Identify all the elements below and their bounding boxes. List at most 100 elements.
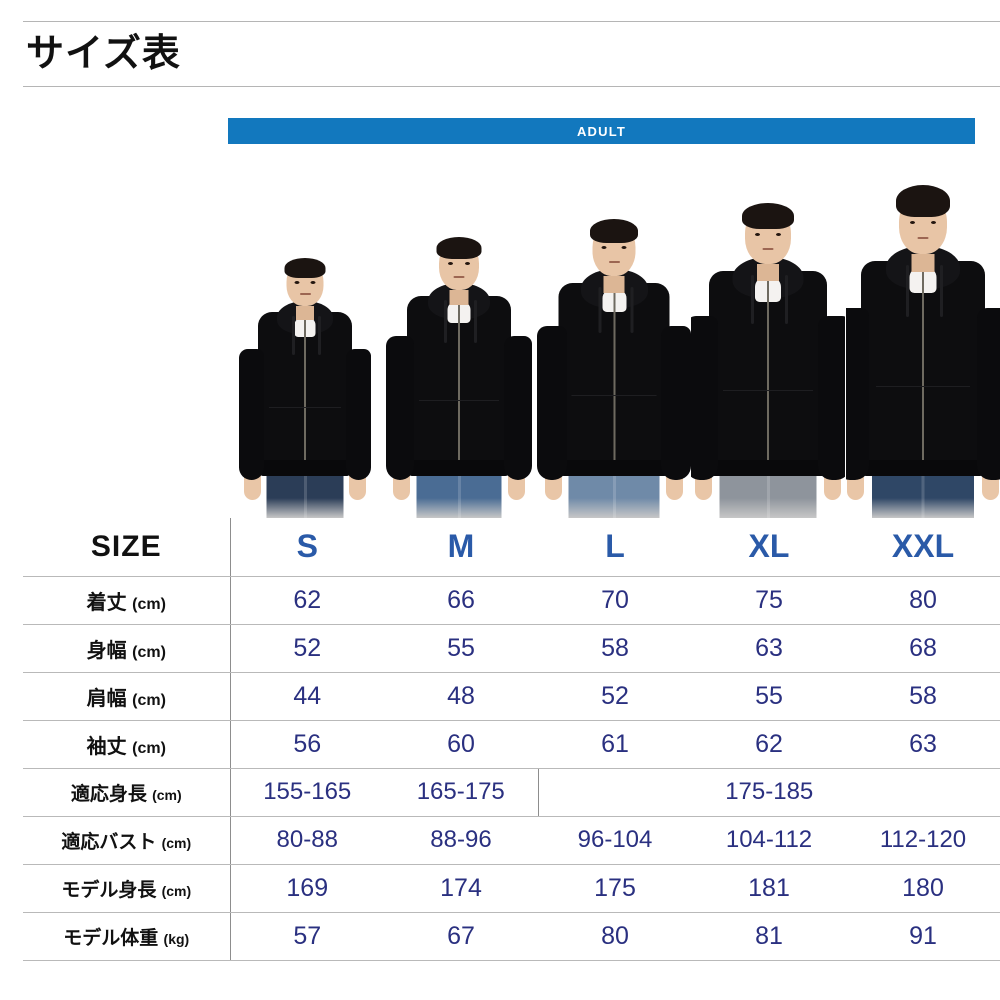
model-figure-xl — [691, 160, 845, 518]
model-jeans — [719, 468, 817, 518]
model-jeans — [416, 468, 502, 518]
model-hair — [436, 237, 482, 259]
model-eye-right — [621, 246, 627, 249]
cell-value: 155-165 — [230, 768, 384, 817]
hoodie-hem-band — [861, 460, 985, 476]
model-hoodie — [258, 301, 352, 476]
cell-value: 175 — [538, 864, 692, 913]
hoodie-pocket — [571, 394, 657, 445]
model-neck — [757, 264, 779, 281]
hoodie-sleeve-right — [661, 326, 691, 480]
cell-value: 67 — [384, 912, 538, 961]
row-label-unit: (cm) — [132, 643, 166, 661]
model-jeans — [266, 468, 344, 518]
hoodie-drawstring — [598, 287, 601, 333]
hoodie-zipper — [767, 277, 769, 472]
cell-value: 52 — [538, 672, 692, 721]
row-label: モデル体重 (kg) — [23, 912, 231, 961]
cell-value: 91 — [846, 912, 1000, 961]
row-label: 袖丈 (cm) — [23, 720, 231, 769]
cell-value: 66 — [384, 576, 538, 625]
row-label-text: 肩幅 — [86, 687, 133, 710]
model-figure-xxl — [846, 160, 1000, 518]
table-row: 適応身長 (cm) 155-165 165-175 175-185 — [23, 768, 1000, 817]
cell-value: 68 — [846, 624, 1000, 673]
model-jeans — [872, 468, 974, 518]
hoodie-pocket — [875, 385, 971, 442]
model-mouth — [299, 293, 311, 295]
hoodie-sleeve-right — [818, 316, 845, 480]
model-hair — [742, 203, 794, 229]
table-row: 袖丈 (cm) 56 60 61 62 63 — [23, 720, 1000, 769]
hoodie-sleeve-left — [386, 336, 414, 480]
column-header-s: S — [230, 518, 384, 577]
table-row: 適応バスト (cm) 80-88 88-96 96-104 104-112 112-120 — [23, 816, 1000, 865]
cell-value: 88-96 — [384, 816, 538, 865]
cell-value: 63 — [692, 624, 846, 673]
cell-value: 180 — [846, 864, 1000, 913]
row-label-unit: (cm) — [132, 739, 166, 757]
cell-value-merged: 175-185 — [537, 768, 1000, 817]
model-hoodie — [558, 269, 670, 476]
adult-banner: ADULT — [228, 118, 975, 144]
model-mouth — [762, 248, 774, 250]
hoodie-hem-band — [709, 460, 827, 476]
hoodie-sleeve-right — [977, 308, 1000, 480]
hoodie-drawstring — [318, 316, 321, 355]
cell-value: 80 — [538, 912, 692, 961]
hoodie-drawstring — [751, 275, 754, 324]
model-hoodie — [861, 246, 985, 476]
cell-value: 55 — [692, 672, 846, 721]
size-table-head: SIZE S M L XL XXL — [23, 518, 1000, 577]
hoodie-pocket — [723, 389, 813, 443]
page-title: サイズ表 — [26, 33, 181, 75]
hoodie-sleeve-left — [846, 308, 869, 480]
hoodie-sleeve-left — [239, 349, 264, 480]
cell-value: 62 — [230, 576, 384, 625]
row-label: モデル身長 (cm) — [23, 864, 231, 913]
model-eye-left — [294, 281, 300, 284]
row-label: 肩幅 (cm) — [23, 672, 231, 721]
column-header-xl: XL — [692, 518, 846, 577]
cell-value: 56 — [230, 720, 384, 769]
row-label-text: モデル身長 — [61, 879, 162, 901]
cell-value: 57 — [230, 912, 384, 961]
model-eye-left — [601, 246, 607, 249]
cell-value: 60 — [384, 720, 538, 769]
row-label-unit: (cm) — [132, 595, 166, 613]
row-label: 着丈 (cm) — [23, 576, 231, 625]
hoodie-zipper — [613, 289, 615, 472]
row-label: 適応身長 (cm) — [23, 768, 231, 817]
row-label-text: 適応身長 — [70, 783, 153, 805]
cell-value: 58 — [846, 672, 1000, 721]
model-hair — [284, 258, 326, 278]
hoodie-drawstring — [906, 265, 909, 317]
row-label-unit: (cm) — [152, 786, 182, 803]
cell-value: 165-175 — [384, 768, 538, 817]
row-label-text: 着丈 — [86, 591, 133, 614]
model-neck — [911, 254, 935, 272]
size-header-label: SIZE — [23, 518, 231, 577]
row-label-unit: (cm) — [161, 882, 192, 899]
cell-value: 112-120 — [846, 816, 1000, 865]
hoodie-hem-band — [258, 460, 352, 476]
hoodie-sleeve-left — [691, 316, 718, 480]
model-figure-m — [382, 160, 536, 518]
hoodie-drawstring — [940, 265, 943, 317]
cell-value: 62 — [692, 720, 846, 769]
row-label-text: 身幅 — [86, 639, 133, 662]
model-eye-right — [310, 281, 316, 284]
hoodie-hem-band — [558, 460, 670, 476]
model-eye-left — [448, 262, 453, 265]
model-hair — [590, 219, 638, 243]
hoodie-sleeve-right — [504, 336, 532, 480]
model-eye-left — [755, 233, 760, 236]
cell-value: 96-104 — [538, 816, 692, 865]
size-table-body: 着丈 (cm) 62 66 70 75 80 身幅 (cm) 52 55 58 63 68 肩幅 (cm… — [23, 576, 1000, 961]
cell-value: 70 — [538, 576, 692, 625]
model-hoodie — [709, 257, 827, 476]
cell-value: 81 — [692, 912, 846, 961]
cell-value: 174 — [384, 864, 538, 913]
hoodie-drawstring — [630, 287, 633, 333]
